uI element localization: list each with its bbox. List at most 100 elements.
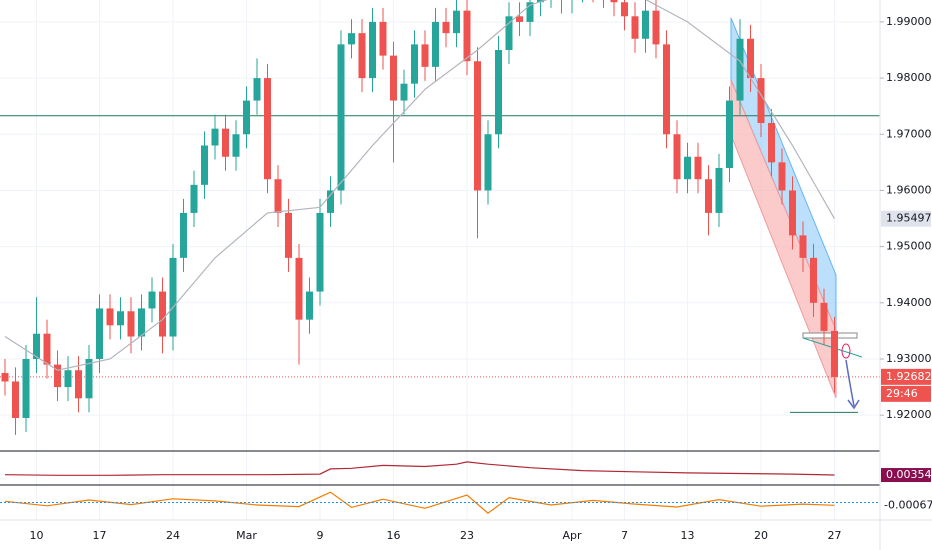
candle-body — [757, 78, 765, 124]
candle-body — [12, 381, 19, 418]
candle-body — [694, 156, 702, 180]
countdown: 29:46 — [886, 387, 918, 400]
series — [0, 0, 880, 435]
candle-body — [526, 2, 534, 22]
candle-body — [232, 134, 240, 157]
indicator-line — [4, 461, 835, 476]
candle-body — [631, 16, 639, 39]
candle-body — [222, 128, 229, 157]
candle-body — [789, 190, 796, 236]
candle-body — [127, 311, 135, 337]
candle-body — [726, 100, 733, 168]
candle-body — [673, 134, 681, 180]
x-tick-label: 9 — [317, 529, 324, 542]
candle-body — [799, 235, 807, 258]
y-tick-label: 1.98000 — [886, 71, 932, 84]
candle-body — [516, 16, 523, 22]
price-label-bg — [881, 210, 931, 227]
candle-body — [148, 291, 156, 309]
candle-body — [474, 61, 481, 191]
candle-body — [663, 44, 670, 135]
candle-body — [159, 291, 166, 337]
candle-body — [810, 257, 817, 303]
x-tick-label: 24 — [166, 529, 180, 542]
zone-box — [802, 332, 858, 339]
x-tick-label: Apr — [562, 529, 582, 542]
y-tick-label: 1.95000 — [886, 240, 932, 253]
candle-body — [211, 128, 219, 146]
candle-body — [831, 330, 838, 377]
candle-body — [715, 167, 723, 213]
candle-body — [54, 364, 61, 388]
candle-body — [190, 184, 198, 213]
y-tick-label: 1.96000 — [886, 183, 932, 196]
candle-body — [327, 190, 334, 213]
y-tick-label: 1.99000 — [886, 15, 932, 28]
candle-body — [180, 212, 187, 258]
candle-body — [85, 358, 93, 399]
x-tick-label: 20 — [754, 529, 768, 542]
x-tick-label: Mar — [236, 529, 257, 542]
candle-body — [201, 145, 208, 185]
candle-body — [64, 370, 72, 388]
candle-body — [621, 2, 628, 17]
moving-average — [4, 0, 836, 371]
candle-body — [778, 162, 786, 191]
candle-body — [400, 83, 408, 101]
candle-body — [379, 21, 387, 56]
y-tick-label: 1.94000 — [886, 296, 932, 309]
candle-body — [43, 333, 51, 365]
candle-body — [768, 123, 775, 163]
candle-body — [411, 44, 418, 84]
candle-body — [421, 44, 429, 67]
y-tick-label: 1.92000 — [886, 408, 932, 421]
candle-body — [652, 10, 660, 45]
candle-body — [705, 179, 712, 213]
oscillator-line — [4, 491, 835, 514]
x-tick-label: 16 — [387, 529, 401, 542]
candle-body — [463, 10, 471, 62]
candle-body — [337, 44, 345, 191]
candle-body — [820, 302, 828, 331]
candle-body — [495, 50, 502, 135]
candle-body — [306, 291, 313, 320]
oscillator-label: -0.00067 — [884, 498, 932, 511]
candle-body — [264, 78, 271, 180]
candle-body — [369, 21, 376, 79]
candle-body — [33, 333, 40, 359]
candle-body — [453, 10, 460, 34]
y-tick-label: 1.97000 — [886, 127, 932, 140]
candle-body — [96, 308, 103, 359]
candle-body — [117, 311, 124, 326]
candle-body — [1, 373, 9, 382]
arrow-head — [847, 399, 860, 410]
candle-body — [75, 370, 82, 399]
candle-body — [390, 55, 397, 101]
x-tick-label: 17 — [93, 529, 107, 542]
indicator-label-bg — [881, 468, 931, 483]
candle-body — [358, 33, 366, 79]
candle-body — [484, 134, 492, 191]
candle-body — [285, 212, 292, 258]
price-label: 1.92682 — [886, 370, 932, 383]
candle-body — [684, 156, 691, 180]
candle-body — [274, 179, 282, 213]
candle-body — [505, 16, 513, 50]
candle-body — [106, 308, 114, 326]
candle-body — [243, 100, 250, 135]
candle-body — [169, 257, 177, 337]
candle-body — [22, 358, 30, 418]
candle-body — [316, 212, 324, 292]
arrow — [845, 359, 855, 407]
candle-body — [138, 308, 145, 337]
x-tick-label: 13 — [681, 529, 695, 542]
candle-body — [747, 38, 754, 79]
candle-body — [253, 78, 261, 101]
price-label-bg — [881, 368, 931, 385]
candle-body — [642, 10, 649, 39]
x-tick-label: 10 — [30, 529, 44, 542]
x-tick-label: 27 — [828, 529, 842, 542]
